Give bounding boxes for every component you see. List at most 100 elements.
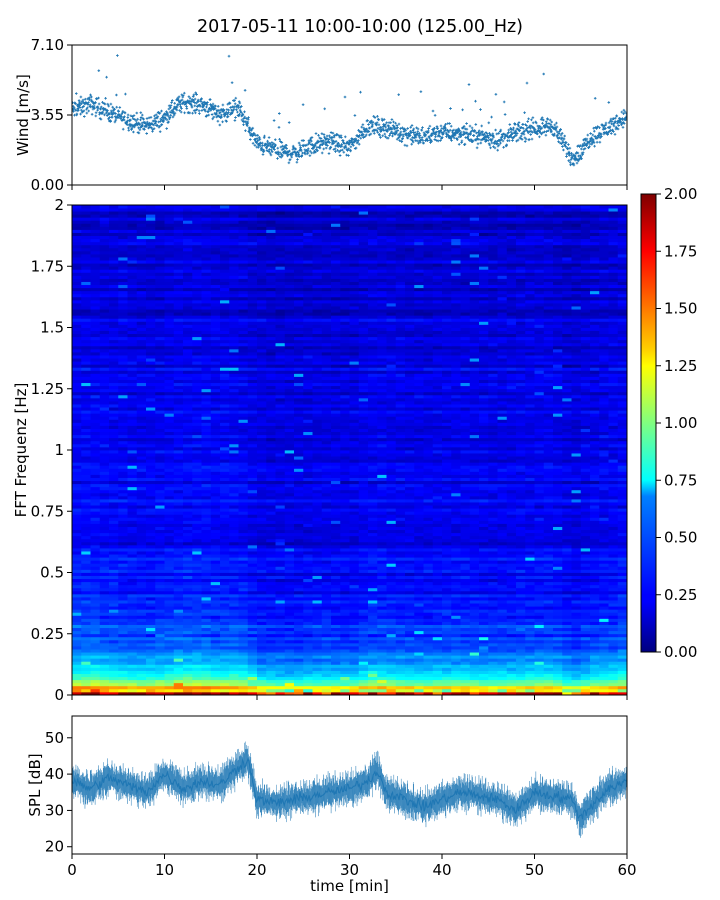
spectrogram-cell: [81, 597, 91, 601]
spectrogram-cell: [192, 443, 202, 448]
spectrogram-cell: [432, 492, 443, 497]
spectrogram-cell: [386, 624, 397, 629]
spectrogram-cell: [580, 495, 591, 500]
spectrogram-cell: [173, 624, 184, 629]
spectrogram-cell: [340, 532, 350, 537]
spectrogram-cell: [331, 593, 341, 598]
spectrogram-cell: [368, 541, 378, 546]
spectrogram-cell: [72, 688, 82, 693]
spectrogram-cell: [164, 483, 175, 488]
spectrogram-cell: [173, 535, 184, 540]
spectrogram-cell: [368, 508, 378, 512]
spectrogram-cell: [210, 474, 221, 478]
spectrogram-cell: [312, 554, 323, 558]
spectrogram-cell: [146, 468, 156, 472]
spectrogram-cell: [312, 606, 323, 610]
spectrogram-cell: [571, 655, 582, 659]
spectrogram-cell: [109, 453, 119, 457]
spectrogram-cell: [257, 505, 267, 509]
spectrogram-cell: [210, 557, 221, 561]
spectrogram-cell: [146, 642, 156, 647]
spectrogram-cell: [331, 609, 341, 613]
spectrogram-cell: [72, 606, 82, 610]
spectrogram-cell: [284, 673, 295, 678]
spectrogram-cell: [488, 514, 498, 518]
spectrogram-cell: [183, 471, 193, 475]
spectrogram-cell: [238, 670, 249, 674]
spectrogram-cell: [580, 548, 591, 552]
spectrogram-cell: [516, 538, 526, 543]
spectrogram-cell: [488, 557, 498, 561]
spectrogram-cell: [155, 615, 165, 619]
spectrogram-cell: [580, 459, 591, 463]
spectrogram-cell: [423, 679, 434, 684]
spectrogram-cell: [109, 566, 119, 570]
spectrogram-cell: [451, 682, 461, 687]
spectrogram-cell: [349, 584, 360, 589]
spectrogram-cell: [321, 474, 332, 478]
spectrogram-cell: [81, 502, 91, 506]
spectrogram-cell: [553, 575, 563, 580]
spectrogram-cell: [497, 624, 508, 629]
spectrogram-cell: [442, 667, 452, 671]
spectrogram-cell: [164, 609, 175, 613]
spectrogram-cell: [516, 655, 526, 659]
spectrogram-cell: [590, 676, 600, 681]
spectrogram-cell: [155, 486, 165, 491]
spectrogram-cell: [192, 572, 202, 576]
spectrogram-cell: [155, 557, 165, 561]
spectrogram-cell: [294, 633, 304, 638]
spectrogram-cell: [506, 563, 517, 567]
spectrogram-cell: [99, 508, 110, 512]
spectrogram-cell: [136, 480, 147, 485]
spectrogram-cell: [72, 590, 82, 595]
spectrogram-cell: [432, 486, 443, 491]
spectrogram-cell: [294, 544, 304, 549]
spectrogram-cell: [516, 642, 526, 647]
spectrogram-cell: [266, 679, 276, 684]
spectrogram-cell: [358, 667, 369, 671]
spectrogram-cell: [562, 560, 572, 564]
spectrogram-cell: [543, 544, 554, 549]
spectrogram-cell: [99, 440, 110, 445]
spectrogram-cell: [451, 584, 461, 589]
spectrogram-cell: [284, 443, 295, 448]
spectrogram-cell: [617, 520, 628, 524]
spectrogram-cell: [220, 624, 230, 629]
spectrogram-cell: [599, 541, 609, 546]
spectrogram-cell: [201, 566, 212, 570]
spectrogram-cell: [497, 480, 508, 485]
spectrogram-cell: [414, 489, 424, 494]
spectrogram-cell: [266, 535, 276, 540]
spectrogram-cell: [451, 636, 461, 641]
spectrogram-cell: [183, 673, 193, 678]
spectrogram-cell: [553, 557, 563, 561]
spectrogram-cell: [275, 609, 286, 613]
spectrogram-cell: [127, 520, 138, 524]
spectrogram-cell: [405, 685, 415, 690]
spectrogram-cell: [72, 474, 82, 478]
spectrogram-cell: [210, 456, 221, 460]
spectrogram-cell: [432, 624, 443, 629]
spectrogram-cell: [414, 554, 424, 558]
spectrogram-cell: [192, 676, 202, 681]
spectrogram-cell: [553, 612, 563, 616]
spectrogram-cell: [331, 597, 341, 601]
spectrogram-cell: [562, 603, 572, 607]
spectrogram-cell: [377, 535, 387, 540]
spectrogram-cell: [599, 581, 609, 586]
spectrogram-cell: [516, 465, 526, 469]
spectrogram-cell: [543, 462, 554, 466]
spectrogram-cell: [192, 597, 202, 601]
spectrogram-cell: [562, 468, 572, 472]
spectrogram-cell: [506, 446, 517, 451]
spectrogram-cell: [525, 486, 535, 491]
spectrogram-cell: [349, 502, 360, 506]
spectrogram-cell: [479, 541, 489, 546]
spectrogram-cell: [580, 477, 591, 482]
spectrogram-cell: [395, 673, 406, 678]
spectrogram-cell: [488, 618, 498, 622]
spectrogram-cell: [238, 581, 249, 586]
spectrogram-cell: [229, 450, 239, 454]
spectrogram-cell: [349, 541, 360, 546]
